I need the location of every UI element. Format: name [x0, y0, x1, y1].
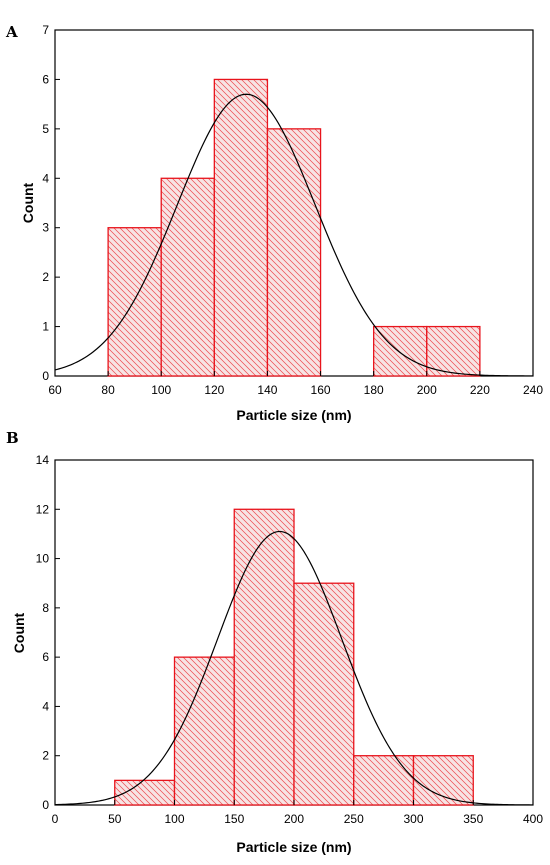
x-tick-label-b-8: 400 [523, 812, 543, 826]
histogram-bar-a-3 [266, 128, 322, 377]
histogram-bar-b-3 [293, 582, 355, 806]
histogram-bar-b-4 [353, 755, 415, 806]
y-tick-label-b-7: 14 [36, 453, 50, 467]
histogram-bar-b-5 [412, 755, 474, 806]
x-tick-label-b-3: 150 [224, 812, 244, 826]
histogram-bar-a-0 [107, 227, 162, 377]
y-tick-label-b-1: 2 [42, 749, 49, 763]
bars-a [107, 78, 481, 377]
x-tick-label-a-0: 60 [48, 383, 62, 397]
x-tick-label-a-2: 100 [151, 383, 171, 397]
y-axis-title-b: Count [11, 612, 27, 653]
histogram-bar-a-1 [160, 177, 215, 377]
panel-label-a: A [5, 23, 18, 41]
y-tick-label-b-5: 10 [36, 552, 50, 566]
x-axis-title-b: Particle size (nm) [236, 839, 351, 855]
gaussian-fit-curve-a [54, 93, 534, 377]
y-tick-label-a-5: 5 [42, 122, 49, 136]
x-tick-label-b-5: 250 [344, 812, 364, 826]
x-tick-label-b-7: 350 [463, 812, 483, 826]
x-tick-label-b-0: 0 [52, 812, 59, 826]
x-tick-label-a-4: 140 [257, 383, 277, 397]
chart-panel-b: B 0 50 100 150 200 250 300 350 400 0 2 4 6 8 10 12 14 P… [6, 429, 543, 855]
x-tick-label-a-8: 220 [470, 383, 490, 397]
x-tick-label-a-3: 120 [204, 383, 224, 397]
x-tick-label-b-1: 50 [108, 812, 122, 826]
y-tick-label-a-7: 7 [42, 23, 49, 37]
gaussian-fit-curve-b [54, 530, 534, 806]
x-tick-label-b-4: 200 [284, 812, 304, 826]
y-tick-label-b-4: 8 [42, 601, 49, 615]
x-axis-title-a: Particle size (nm) [236, 407, 351, 423]
y-tick-label-a-3: 3 [42, 221, 49, 235]
x-tick-label-b-6: 300 [403, 812, 423, 826]
y-tick-label-a-1: 1 [42, 320, 49, 334]
y-axis-title-a: Count [20, 182, 36, 223]
x-tick-label-a-7: 200 [417, 383, 437, 397]
histogram-bar-a-5 [373, 325, 428, 377]
histogram-bar-b-2 [233, 508, 295, 806]
x-axis-ticks-a: 60 80 100 120 140 160 180 200 220 240 [48, 371, 543, 397]
histogram-bar-b-1 [173, 656, 235, 806]
y-tick-label-a-0: 0 [42, 369, 49, 383]
y-tick-label-a-4: 4 [42, 171, 49, 185]
y-tick-label-a-6: 6 [42, 72, 49, 86]
bars-b [114, 508, 474, 806]
y-axis-ticks-a: 0 1 2 3 4 5 6 7 [42, 23, 60, 383]
y-tick-label-b-6: 12 [36, 502, 50, 516]
x-axis-ticks-b: 0 50 100 150 200 250 300 350 400 [52, 800, 543, 826]
x-tick-label-a-6: 180 [364, 383, 384, 397]
y-tick-label-b-2: 4 [42, 699, 49, 713]
panel-label-b: B [6, 429, 19, 447]
x-tick-label-a-9: 240 [523, 383, 543, 397]
y-tick-label-b-0: 0 [42, 798, 49, 812]
x-tick-label-a-5: 160 [311, 383, 331, 397]
chart-panel-a: A 60 80 100 120 140 160 180 200 220 240 01234567 … [5, 23, 543, 423]
y-tick-label-b-3: 6 [42, 650, 49, 664]
histogram-bar-a-6 [426, 325, 481, 377]
y-tick-label-a-2: 2 [42, 270, 49, 284]
y-axis-ticks-b: 0 2 4 6 8 10 12 14 [36, 453, 60, 812]
histogram-bar-a-2 [213, 78, 269, 377]
x-tick-label-a-1: 80 [101, 383, 115, 397]
x-tick-label-b-2: 100 [164, 812, 184, 826]
